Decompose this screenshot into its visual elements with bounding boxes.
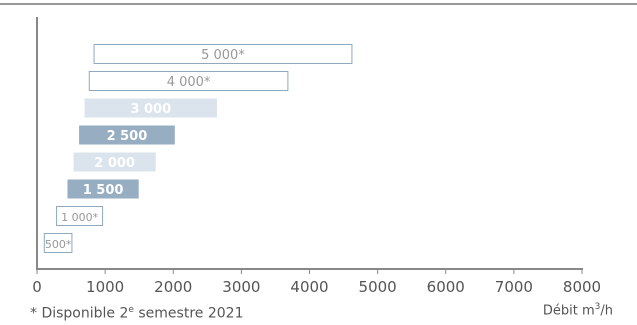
bar xyxy=(43,233,73,253)
bar-label: 4 000* xyxy=(167,75,211,90)
footnote-prefix: * Disponible 2 xyxy=(30,305,129,322)
bar-group: 3 000 xyxy=(84,98,218,118)
bar-group: 2 500 xyxy=(79,125,175,145)
bar-label: 1 000* xyxy=(61,211,98,224)
bar xyxy=(93,44,353,64)
bar-group: 5 000* xyxy=(93,44,353,64)
bars-group: 5 000* 4 000* 3 000 2 500 2 000 1 500 1 000* 50… xyxy=(43,44,353,253)
bar xyxy=(56,206,104,226)
bar-group: 500* xyxy=(43,233,73,253)
footnote-sup: e xyxy=(128,305,134,315)
bar xyxy=(73,152,156,172)
bar-group: 2 000 xyxy=(73,152,156,172)
footnote-suffix: semestre 2021 xyxy=(133,305,244,322)
bar-label: 2 500 xyxy=(107,129,148,144)
bar-label: 1 500 xyxy=(83,183,124,198)
bar xyxy=(79,125,175,145)
footnote: * Disponible 2e semestre 2021 xyxy=(30,305,243,322)
x-tick-label: 8000 xyxy=(563,278,601,296)
bar xyxy=(84,98,218,118)
x-tick-label: 6000 xyxy=(427,278,465,296)
x-axis-label: Débit m3/h xyxy=(543,302,613,318)
bar-label: 3 000 xyxy=(130,102,171,117)
bar-group: 1 500 xyxy=(67,179,139,199)
bar xyxy=(67,179,139,199)
bar-label: 500* xyxy=(45,238,72,251)
x-axis-label-prefix: Débit m xyxy=(542,303,595,319)
bar xyxy=(88,71,289,91)
x-tick-labels: 0 1000 2000 3000 4000 5000 6000 7000 8000 xyxy=(32,269,601,296)
x-tick-label: 2000 xyxy=(154,278,192,296)
x-tick-label: 1000 xyxy=(86,278,124,296)
bar-group: 1 000* xyxy=(56,206,104,226)
x-tick-label: 7000 xyxy=(495,278,533,296)
bar-label: 5 000* xyxy=(201,48,245,63)
bar-group: 4 000* xyxy=(88,71,289,91)
x-axis-label-suffix: /h xyxy=(600,303,613,319)
x-tick-label: 0 xyxy=(32,278,42,296)
x-tick-label: 3000 xyxy=(222,278,260,296)
bar-label: 2 000 xyxy=(94,156,135,171)
x-axis-label-sup: 3 xyxy=(594,302,601,312)
x-tick-label: 5000 xyxy=(359,278,397,296)
x-tick-label: 4000 xyxy=(290,278,328,296)
